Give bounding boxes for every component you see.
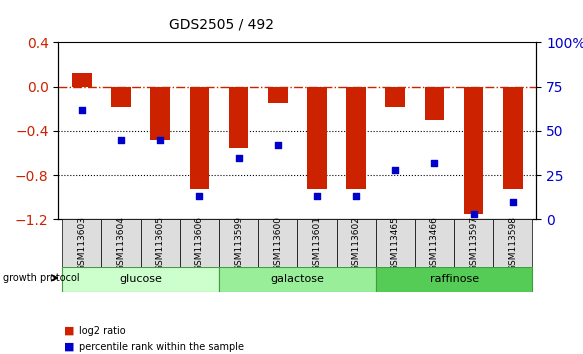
- Bar: [72, 74, 92, 87]
- Bar: [464, 87, 483, 214]
- Point: [77, 107, 86, 113]
- Text: GSM113606: GSM113606: [195, 216, 204, 271]
- Bar: [307, 87, 326, 188]
- Point: [469, 211, 478, 217]
- Bar: [385, 87, 405, 107]
- Bar: [268, 87, 287, 103]
- FancyBboxPatch shape: [219, 267, 375, 292]
- Text: GSM113599: GSM113599: [234, 222, 243, 277]
- Bar: [424, 87, 444, 120]
- Text: GSM113604: GSM113604: [117, 222, 125, 276]
- Point: [508, 199, 518, 205]
- Text: percentile rank within the sample: percentile rank within the sample: [79, 342, 244, 352]
- Text: GSM113600: GSM113600: [273, 216, 282, 271]
- Bar: [111, 87, 131, 107]
- FancyBboxPatch shape: [141, 219, 180, 267]
- Text: GSM113597: GSM113597: [469, 216, 478, 271]
- Bar: [229, 87, 248, 148]
- Text: GSM113605: GSM113605: [156, 216, 164, 271]
- Text: GSM113598: GSM113598: [508, 222, 517, 277]
- Point: [352, 194, 361, 199]
- Text: GSM113597: GSM113597: [469, 222, 478, 277]
- Point: [391, 167, 400, 173]
- Bar: [189, 87, 209, 188]
- Text: GDS2505 / 492: GDS2505 / 492: [169, 18, 274, 32]
- Text: GSM113600: GSM113600: [273, 222, 282, 277]
- Text: GSM113602: GSM113602: [352, 216, 361, 271]
- FancyBboxPatch shape: [493, 219, 532, 267]
- Point: [234, 155, 243, 160]
- Text: GSM113465: GSM113465: [391, 222, 400, 276]
- Text: GSM113466: GSM113466: [430, 216, 439, 271]
- Text: GSM113603: GSM113603: [78, 216, 86, 271]
- Text: GSM113599: GSM113599: [234, 216, 243, 271]
- FancyBboxPatch shape: [375, 267, 532, 292]
- Text: GSM113604: GSM113604: [117, 216, 125, 271]
- FancyBboxPatch shape: [62, 219, 101, 267]
- FancyBboxPatch shape: [375, 219, 415, 267]
- FancyBboxPatch shape: [180, 219, 219, 267]
- Point: [195, 194, 204, 199]
- FancyBboxPatch shape: [258, 219, 297, 267]
- Bar: [346, 87, 366, 188]
- Point: [430, 160, 439, 166]
- Text: GSM113601: GSM113601: [312, 216, 321, 271]
- FancyBboxPatch shape: [297, 219, 336, 267]
- FancyBboxPatch shape: [415, 219, 454, 267]
- Text: GSM113606: GSM113606: [195, 222, 204, 277]
- Text: GSM113602: GSM113602: [352, 222, 361, 276]
- FancyBboxPatch shape: [101, 219, 141, 267]
- FancyBboxPatch shape: [62, 267, 219, 292]
- FancyBboxPatch shape: [219, 219, 258, 267]
- FancyBboxPatch shape: [454, 219, 493, 267]
- Point: [273, 142, 282, 148]
- Text: ■: ■: [64, 342, 75, 352]
- Text: GSM113598: GSM113598: [508, 216, 517, 271]
- Bar: [150, 87, 170, 140]
- Text: GSM113605: GSM113605: [156, 222, 164, 277]
- Point: [312, 194, 322, 199]
- Text: GSM113465: GSM113465: [391, 216, 400, 271]
- FancyBboxPatch shape: [336, 219, 375, 267]
- Text: log2 ratio: log2 ratio: [79, 326, 125, 336]
- Point: [117, 137, 126, 143]
- Point: [156, 137, 165, 143]
- Text: glucose: glucose: [119, 274, 162, 284]
- Text: GSM113601: GSM113601: [312, 222, 321, 277]
- Text: galactose: galactose: [271, 274, 324, 284]
- Text: GSM113603: GSM113603: [78, 222, 86, 277]
- Text: raffinose: raffinose: [430, 274, 479, 284]
- Text: ■: ■: [64, 326, 75, 336]
- Text: growth protocol: growth protocol: [3, 273, 79, 283]
- Text: GSM113466: GSM113466: [430, 222, 439, 276]
- Bar: [503, 87, 522, 188]
